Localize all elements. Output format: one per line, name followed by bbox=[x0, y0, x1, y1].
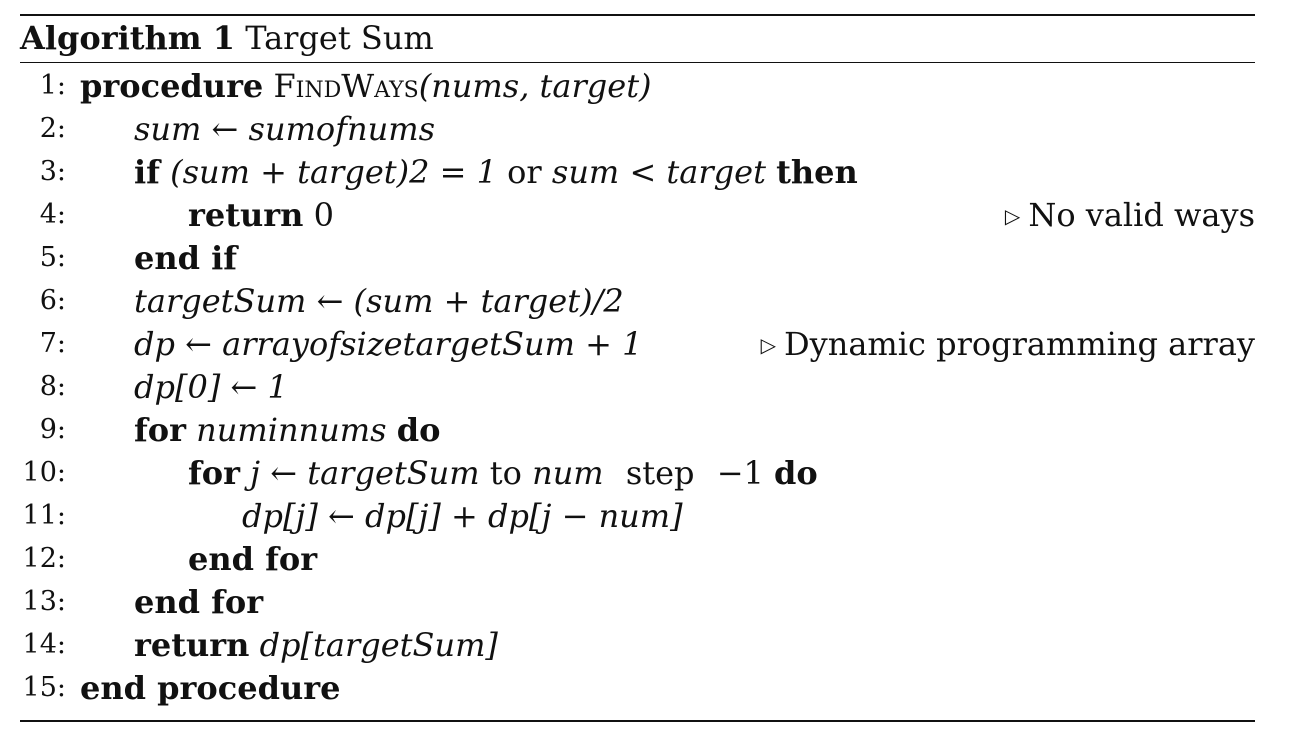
step-value: −1 bbox=[716, 454, 764, 492]
code-content: dp ← arrayofsizetargetSum + 1 bbox=[134, 325, 643, 363]
line-number: 11: bbox=[22, 500, 66, 531]
keyword-do: do bbox=[396, 411, 441, 449]
loop-expr-2: num bbox=[532, 454, 604, 492]
caption-rule bbox=[20, 62, 1255, 64]
code-line-12: 12: end for bbox=[20, 539, 1255, 579]
bottom-rule bbox=[20, 720, 1255, 722]
keyword-return: return bbox=[134, 626, 250, 664]
code-line-8: 8: dp[0] ← 1 bbox=[20, 367, 1255, 407]
code-line-5: 5: end if bbox=[20, 238, 1255, 278]
condition-expr: (sum + target)2 = 1 bbox=[170, 153, 497, 191]
keyword-return: return bbox=[188, 196, 304, 234]
code-line-11: 11: dp[j] ← dp[j] + dp[j − num] bbox=[20, 496, 1255, 536]
line-number: 2: bbox=[39, 113, 66, 144]
keyword-end-for: end for bbox=[134, 583, 264, 621]
condition-expr-2: sum < target bbox=[551, 153, 766, 191]
code-line-4: 4: return 0 ▷ No valid ways bbox=[20, 195, 1255, 235]
code-content: return dp[targetSum] bbox=[134, 625, 498, 665]
comment: ▷ Dynamic programming array bbox=[761, 324, 1255, 368]
keyword-do: do bbox=[774, 454, 818, 492]
loop-expr: numinnums bbox=[196, 411, 387, 449]
comment: ▷ No valid ways bbox=[1005, 195, 1255, 239]
code-line-13: 13: end for bbox=[20, 582, 1255, 622]
line-number: 7: bbox=[39, 328, 66, 359]
line-number: 13: bbox=[22, 586, 66, 617]
algorithm-title: Target Sum bbox=[245, 19, 434, 57]
line-number: 6: bbox=[39, 285, 66, 316]
procedure-name: FindWays bbox=[273, 67, 419, 105]
code-line-7: 7: dp ← arrayofsizetargetSum + 1 ▷ Dynami… bbox=[20, 324, 1255, 364]
return-value: 0 bbox=[313, 196, 334, 234]
keyword-end-if: end if bbox=[134, 239, 238, 277]
line-number: 1: bbox=[39, 70, 66, 101]
code-content: sum ← sumofnums bbox=[134, 110, 435, 148]
code-line-9: 9: for numinnums do bbox=[20, 410, 1255, 450]
comment-text: No valid ways bbox=[1028, 196, 1255, 234]
comment-text: Dynamic programming array bbox=[783, 325, 1255, 363]
code-content: procedure FindWays(nums, target) bbox=[80, 66, 652, 106]
loop-expr: j ← targetSum bbox=[250, 454, 480, 492]
keyword-end-for: end for bbox=[188, 540, 318, 578]
code-line-15: 15: end procedure bbox=[20, 668, 1255, 708]
code-line-14: 14: return dp[targetSum] bbox=[20, 625, 1255, 665]
keyword-to: to bbox=[489, 454, 522, 492]
return-value: dp[targetSum] bbox=[259, 626, 498, 664]
code-line-10: 10: for j ← targetSum to num step −1 do bbox=[20, 453, 1255, 493]
keyword-for: for bbox=[188, 454, 240, 492]
triangle-right-icon: ▷ bbox=[1004, 204, 1021, 228]
line-number: 3: bbox=[39, 156, 66, 187]
procedure-args: (nums, target) bbox=[418, 67, 652, 105]
code-content: if (sum + target)2 = 1 or sum < target t… bbox=[134, 152, 858, 192]
code-line-2: 2: sum ← sumofnums bbox=[20, 109, 1255, 149]
line-number: 9: bbox=[39, 414, 66, 445]
code-content: return 0 bbox=[188, 195, 334, 235]
keyword-for: for bbox=[134, 411, 186, 449]
line-number: 14: bbox=[22, 629, 66, 660]
algorithm-label: Algorithm 1 bbox=[20, 19, 236, 57]
code-content: targetSum ← (sum + target)/2 bbox=[134, 282, 624, 320]
keyword-end-procedure: end procedure bbox=[80, 669, 341, 707]
line-number: 5: bbox=[39, 242, 66, 273]
top-rule bbox=[20, 14, 1255, 16]
keyword-procedure: procedure bbox=[80, 67, 264, 105]
code-line-1: 1: procedure FindWays(nums, target) bbox=[20, 66, 1255, 106]
line-number: 15: bbox=[22, 672, 66, 703]
code-line-6: 6: targetSum ← (sum + target)/2 bbox=[20, 281, 1255, 321]
keyword-or: or bbox=[507, 153, 542, 191]
algorithm-caption: Algorithm 1 Target Sum bbox=[20, 20, 434, 56]
triangle-right-icon: ▷ bbox=[760, 333, 776, 357]
keyword-step: step bbox=[625, 454, 695, 492]
code-content: for numinnums do bbox=[134, 410, 440, 450]
code-content: for j ← targetSum to num step −1 do bbox=[188, 453, 818, 493]
line-number: 12: bbox=[22, 543, 66, 574]
code-content: dp[0] ← 1 bbox=[134, 368, 288, 406]
keyword-then: then bbox=[776, 153, 858, 191]
line-number: 8: bbox=[39, 371, 66, 402]
code-content: dp[j] ← dp[j] + dp[j − num] bbox=[242, 497, 683, 535]
keyword-if: if bbox=[134, 153, 160, 191]
line-number: 4: bbox=[39, 199, 66, 230]
line-number: 10: bbox=[22, 457, 66, 488]
code-line-3: 3: if (sum + target)2 = 1 or sum < targe… bbox=[20, 152, 1255, 192]
